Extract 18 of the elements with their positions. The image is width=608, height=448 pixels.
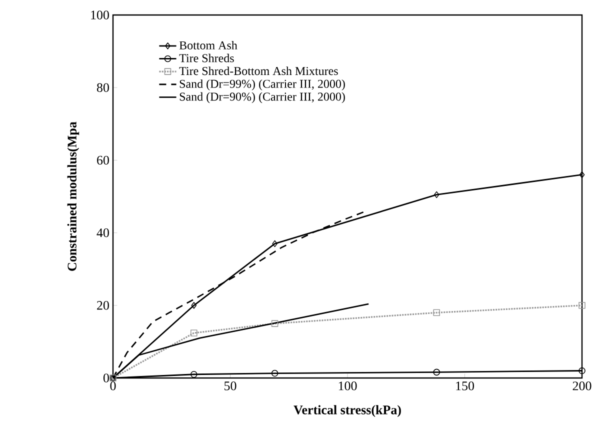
x-tick-label: 150 <box>456 382 474 390</box>
y-axis-title: Constrained modulus(Mpa <box>67 122 80 271</box>
legend-label: Bottom Ash <box>179 40 238 50</box>
y-tick-label: 100 <box>91 10 109 20</box>
y-tick-label: 60 <box>97 156 109 165</box>
x-tick-label: 0 <box>110 382 116 390</box>
legend-label: Tire Shred-Bottom Ash Mixtures <box>179 66 338 76</box>
y-tick-label: 80 <box>96 83 109 92</box>
legend-label: Sand (Dr=99%) (Carrier III, 2000) <box>180 79 345 90</box>
legend-label: Tire Shreds <box>179 54 234 62</box>
y-tick-label: 20 <box>97 301 109 310</box>
y-tick-label: 40 <box>96 228 109 238</box>
x-tick-label: 100 <box>338 382 357 390</box>
legend-label: Sand (Dr=90%) (Carrier III, 2000) <box>180 92 345 104</box>
x-tick-label: 50 <box>224 382 236 390</box>
y-tick-label: 0 <box>103 374 109 382</box>
x-tick-label: 200 <box>572 382 592 390</box>
x-axis-title: Vertical stress(kPa) <box>294 405 401 417</box>
